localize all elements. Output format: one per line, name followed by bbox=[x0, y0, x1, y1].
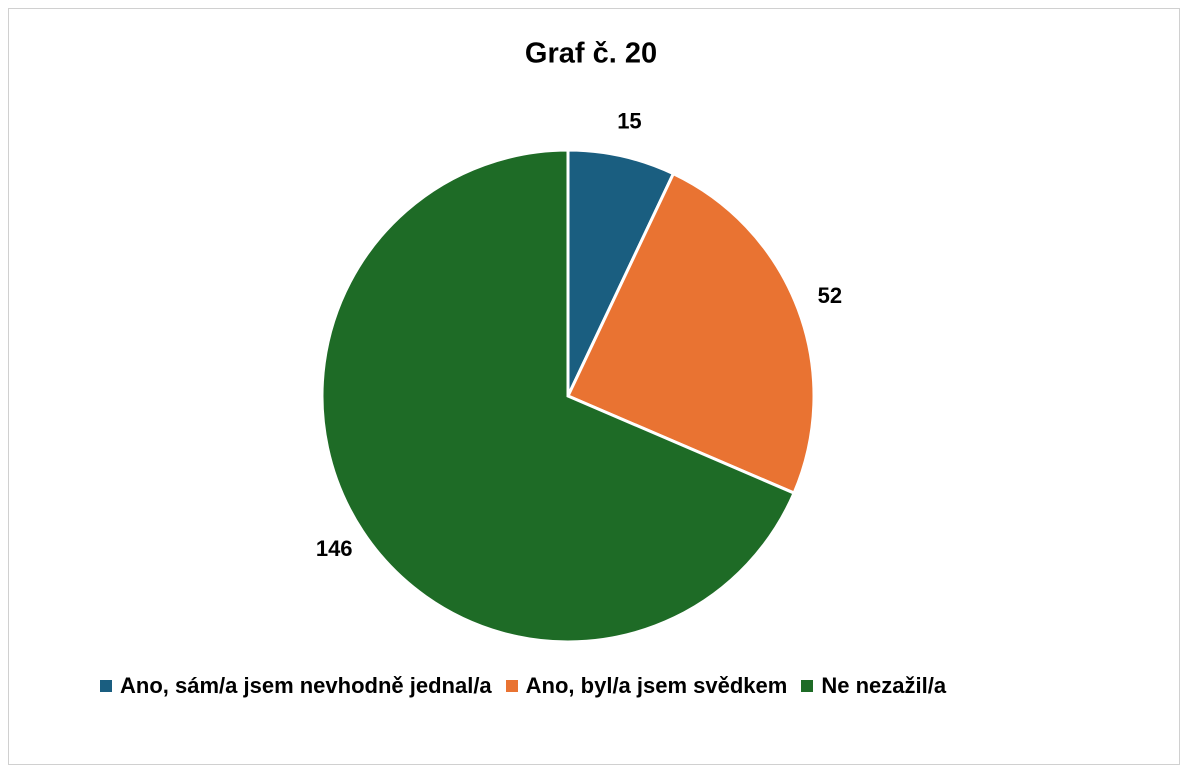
pie-slice bbox=[566, 148, 676, 397]
pie-slice bbox=[565, 171, 816, 496]
legend-swatch bbox=[505, 680, 518, 692]
legend-swatch bbox=[100, 680, 112, 692]
data-label: 146 bbox=[316, 536, 353, 561]
data-label: 52 bbox=[818, 283, 842, 308]
legend-label: Ano, byl/a jsem svědkem bbox=[525, 673, 788, 698]
legend-label: Ne nezažil/a bbox=[821, 673, 947, 698]
legend-item: Ano, sám/a jsem nevhodně jednal/a bbox=[100, 668, 492, 704]
legend-label: Ano, sám/a jsem nevhodně jednal/a bbox=[120, 673, 492, 698]
pie-slice bbox=[320, 148, 797, 644]
legend-swatch bbox=[801, 680, 814, 692]
data-label: 15 bbox=[617, 109, 641, 134]
chart-frame bbox=[8, 8, 1180, 765]
legend-item: Ne nezažil/a bbox=[801, 668, 946, 704]
legend: Ano, sám/a jsem nevhodně jednal/a Ano, by… bbox=[100, 668, 1000, 704]
chart-title: Graf č. 20 bbox=[525, 38, 657, 70]
legend-item: Ano, byl/a jsem svědkem bbox=[505, 668, 788, 704]
